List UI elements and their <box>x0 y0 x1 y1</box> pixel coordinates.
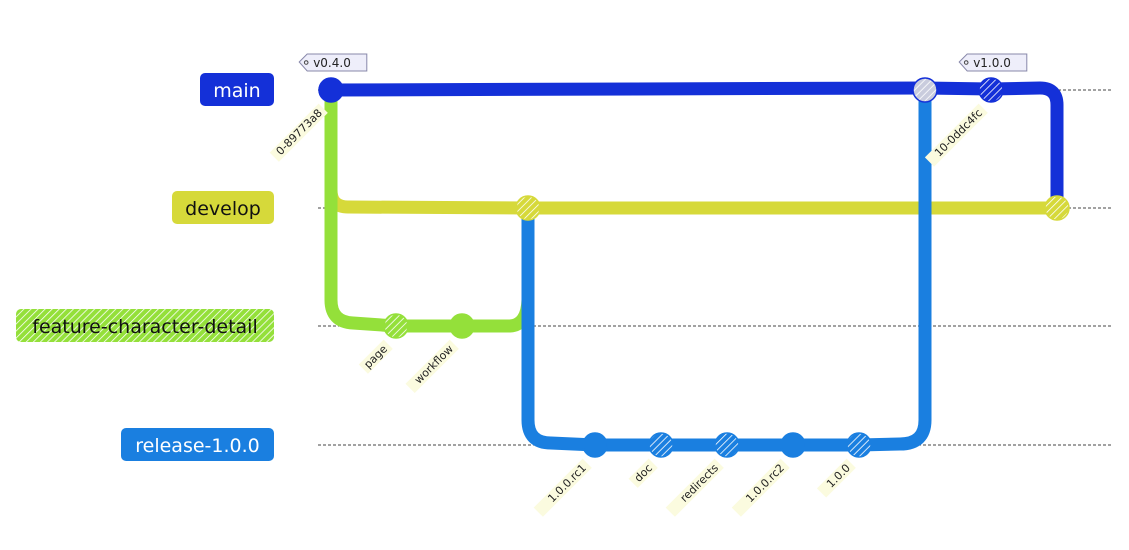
branch-labels: main develop feature-character-detail relea… <box>16 73 274 461</box>
branch-label-bg <box>16 309 274 342</box>
branch-name: release-1.0.0 <box>135 435 259 457</box>
commit-tags: v0.4.0 v1.0.0 <box>298 53 1028 72</box>
commit-label-bg <box>816 458 856 498</box>
commit-dot[interactable] <box>912 77 938 103</box>
commit-label-text: 0-89773a8 <box>274 106 325 157</box>
commit-dot[interactable] <box>714 432 740 458</box>
branch-label-bg <box>200 73 274 106</box>
commit-label-text: 10-0ddc4fc <box>932 106 985 159</box>
commit-label-bg <box>731 458 790 517</box>
commit-dot[interactable] <box>648 432 674 458</box>
branch-label-release: release-1.0.0 <box>121 428 274 461</box>
commit-label-bg <box>405 339 459 393</box>
commit-dot[interactable] <box>780 432 806 458</box>
commit-dot[interactable] <box>515 195 541 221</box>
tag-hole-icon <box>963 60 969 65</box>
edge-release <box>521 83 932 452</box>
commit-dot[interactable] <box>978 77 1004 103</box>
commit-label-bg <box>628 458 658 488</box>
commit-dot[interactable] <box>449 313 475 339</box>
edge-main <box>324 81 998 97</box>
commit-label: doc <box>628 458 658 488</box>
tag-text: v1.0.0 <box>973 56 1011 70</box>
branch-label-feature: feature-character-detail <box>16 309 274 342</box>
commit-label: 1.0.0.rc2 <box>731 458 790 517</box>
commit-label-text: 1.0.0.rc1 <box>545 461 589 505</box>
branch-label-develop: develop <box>172 191 274 224</box>
tag-shape <box>958 53 1028 72</box>
tag-c-main-0: v0.4.0 <box>298 53 368 72</box>
commit-label: 10-0ddc4fc <box>924 103 988 167</box>
commit-label-text: workflow <box>412 342 456 386</box>
commit-label-bg <box>269 103 328 162</box>
commit-label-bg <box>533 458 592 517</box>
commit-c-merge-main[interactable] <box>912 77 938 103</box>
branch-label-bg <box>172 191 274 224</box>
commit-label: 0-89773a8 <box>269 103 328 162</box>
commit-c-merge-dev[interactable] <box>515 195 541 221</box>
commit-label: redirects <box>665 458 724 517</box>
commit-label-bg <box>665 458 724 517</box>
branch-name: feature-character-detail <box>32 316 257 338</box>
commit-label-text: redirects <box>678 461 721 504</box>
commit-dot[interactable] <box>1044 195 1070 221</box>
commit-c-back-dev[interactable] <box>1044 195 1070 221</box>
commit-dot[interactable] <box>383 313 409 339</box>
commit-label: workflow <box>405 339 459 393</box>
commit-label-text: 1.0.0.rc2 <box>743 461 787 505</box>
tag-shape <box>298 53 368 72</box>
commit-dot[interactable] <box>846 432 872 458</box>
edge-main-to-develop <box>984 81 1064 215</box>
commit-label-bg <box>358 339 393 374</box>
commit-dot[interactable] <box>318 77 344 103</box>
branch-name: develop <box>185 198 261 220</box>
tag-hole-icon <box>303 60 309 65</box>
commit-nodes: 0-89773a8 page workflow 1.0.0.rc1 doc redirec… <box>269 77 1070 517</box>
commit-label: 1.0.0 <box>816 458 856 498</box>
tag-text: v0.4.0 <box>313 56 351 70</box>
branch-label-bg <box>121 428 274 461</box>
branch-guides <box>318 89 1113 446</box>
branch-label-main: main <box>200 73 274 106</box>
commit-label-bg <box>924 103 988 167</box>
branch-name: main <box>213 80 260 102</box>
commit-label: page <box>358 339 393 374</box>
commit-label: 1.0.0.rc1 <box>533 458 592 517</box>
tag-c-main-10: v1.0.0 <box>958 53 1028 72</box>
commit-dot[interactable] <box>582 432 608 458</box>
